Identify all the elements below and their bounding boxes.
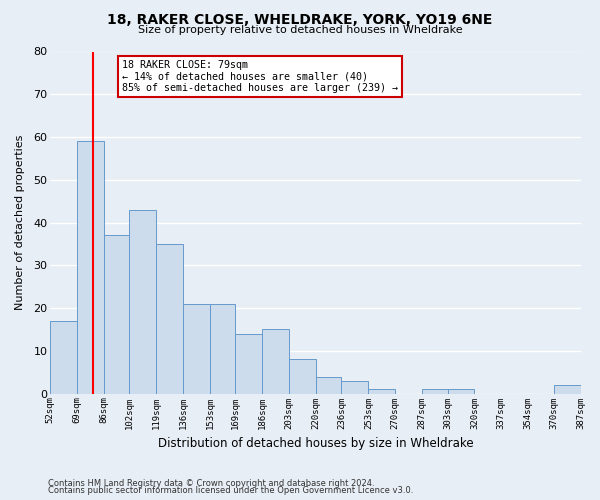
Bar xyxy=(341,381,368,394)
Bar xyxy=(156,244,183,394)
Bar xyxy=(130,210,156,394)
Bar xyxy=(316,376,341,394)
X-axis label: Distribution of detached houses by size in Wheldrake: Distribution of detached houses by size … xyxy=(158,437,473,450)
Bar xyxy=(554,385,581,394)
Y-axis label: Number of detached properties: Number of detached properties xyxy=(15,135,25,310)
Bar xyxy=(289,360,316,394)
Bar xyxy=(210,304,235,394)
Bar xyxy=(235,334,262,394)
Bar xyxy=(422,390,448,394)
Bar xyxy=(77,142,104,394)
Bar xyxy=(448,390,475,394)
Text: 18 RAKER CLOSE: 79sqm
← 14% of detached houses are smaller (40)
85% of semi-deta: 18 RAKER CLOSE: 79sqm ← 14% of detached … xyxy=(122,60,398,94)
Text: Contains public sector information licensed under the Open Government Licence v3: Contains public sector information licen… xyxy=(48,486,413,495)
Bar xyxy=(262,330,289,394)
Text: 18, RAKER CLOSE, WHELDRAKE, YORK, YO19 6NE: 18, RAKER CLOSE, WHELDRAKE, YORK, YO19 6… xyxy=(107,12,493,26)
Text: Contains HM Land Registry data © Crown copyright and database right 2024.: Contains HM Land Registry data © Crown c… xyxy=(48,478,374,488)
Text: Size of property relative to detached houses in Wheldrake: Size of property relative to detached ho… xyxy=(137,25,463,35)
Bar xyxy=(104,236,130,394)
Bar xyxy=(50,321,77,394)
Bar xyxy=(368,390,395,394)
Bar xyxy=(183,304,210,394)
